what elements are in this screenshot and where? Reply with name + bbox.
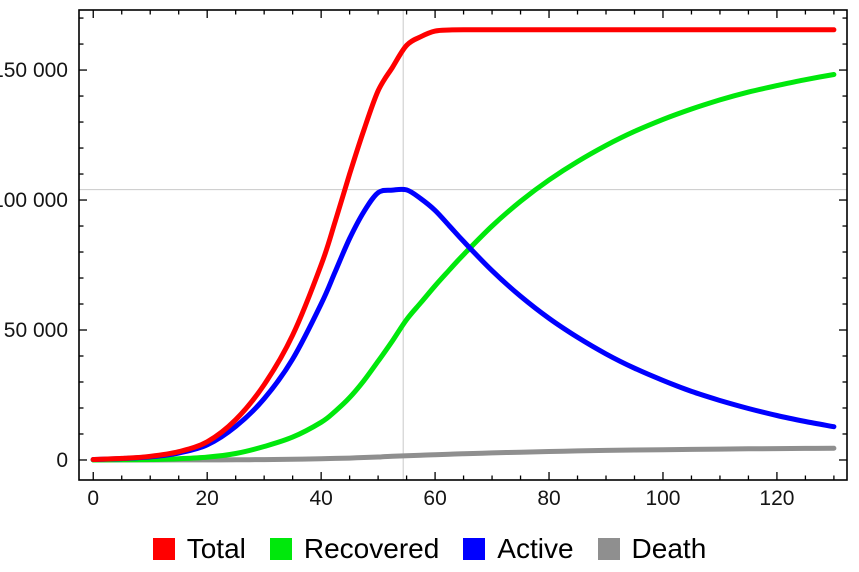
legend-label-active: Active bbox=[497, 533, 574, 564]
sir-epidemic-plot: 0 20 40 60 80 100 120 0 50 000 100 000 150 000 bbox=[0, 9, 848, 510]
x-tick-label: 20 bbox=[196, 487, 219, 510]
y-tick-label: 100 000 bbox=[0, 189, 68, 212]
x-tick-label: 60 bbox=[423, 487, 446, 510]
legend-label-recovered: Recovered bbox=[303, 533, 440, 564]
series-line-total bbox=[90, 27, 837, 462]
x-tick-label: 0 bbox=[87, 487, 99, 510]
legend-item-total: Total bbox=[152, 533, 246, 564]
legend: Total Recovered Active Death bbox=[0, 528, 859, 570]
legend-swatch-total bbox=[152, 538, 175, 560]
y-tick-label: 0 bbox=[56, 449, 68, 472]
x-tick-label: 80 bbox=[537, 487, 560, 510]
legend-label-death: Death bbox=[631, 533, 707, 564]
legend-item-recovered: Recovered bbox=[269, 533, 440, 564]
legend-item-death: Death bbox=[597, 533, 707, 564]
series-line-active bbox=[90, 186, 837, 462]
series-line-recovered bbox=[90, 72, 837, 463]
legend-swatch-death bbox=[597, 538, 620, 560]
legend-item-active: Active bbox=[463, 533, 574, 564]
y-tick-label: 50 000 bbox=[4, 319, 68, 342]
legend-label-total: Total bbox=[186, 533, 246, 564]
legend-swatch-recovered bbox=[269, 538, 292, 560]
x-tick-label: 120 bbox=[759, 487, 794, 510]
plot-frame bbox=[78, 9, 848, 481]
x-tick-label: 100 bbox=[645, 487, 680, 510]
series-line-death bbox=[90, 445, 837, 463]
legend-swatch-active bbox=[463, 538, 486, 560]
x-tick-label: 40 bbox=[309, 487, 332, 510]
y-tick-label: 150 000 bbox=[0, 59, 68, 82]
